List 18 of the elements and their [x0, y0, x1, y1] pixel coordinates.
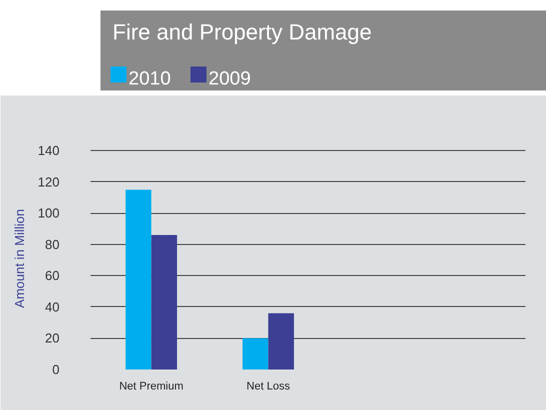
legend-label: 2009 — [208, 68, 251, 90]
legend-label: 2010 — [128, 68, 171, 90]
bar — [151, 235, 178, 370]
chart-title: Fire and Property Damage — [112, 20, 372, 44]
y-tick-label: 100 — [38, 206, 60, 221]
y-tick-label: 0 — [52, 362, 60, 377]
bar — [268, 313, 294, 370]
bar — [126, 190, 152, 370]
y-tick-label: 140 — [38, 143, 60, 158]
y-tick-label: 120 — [38, 174, 60, 190]
bar — [242, 338, 268, 370]
y-tick-label: 20 — [45, 330, 60, 346]
y-tick-label: 40 — [45, 299, 60, 314]
x-tick-label: Net Loss — [246, 380, 290, 392]
x-tick-label: Net Premium — [119, 380, 184, 392]
y-axis-title: Amount in Million — [12, 208, 27, 308]
y-tick-label: 60 — [45, 268, 60, 284]
y-tick-label: 80 — [45, 236, 60, 252]
